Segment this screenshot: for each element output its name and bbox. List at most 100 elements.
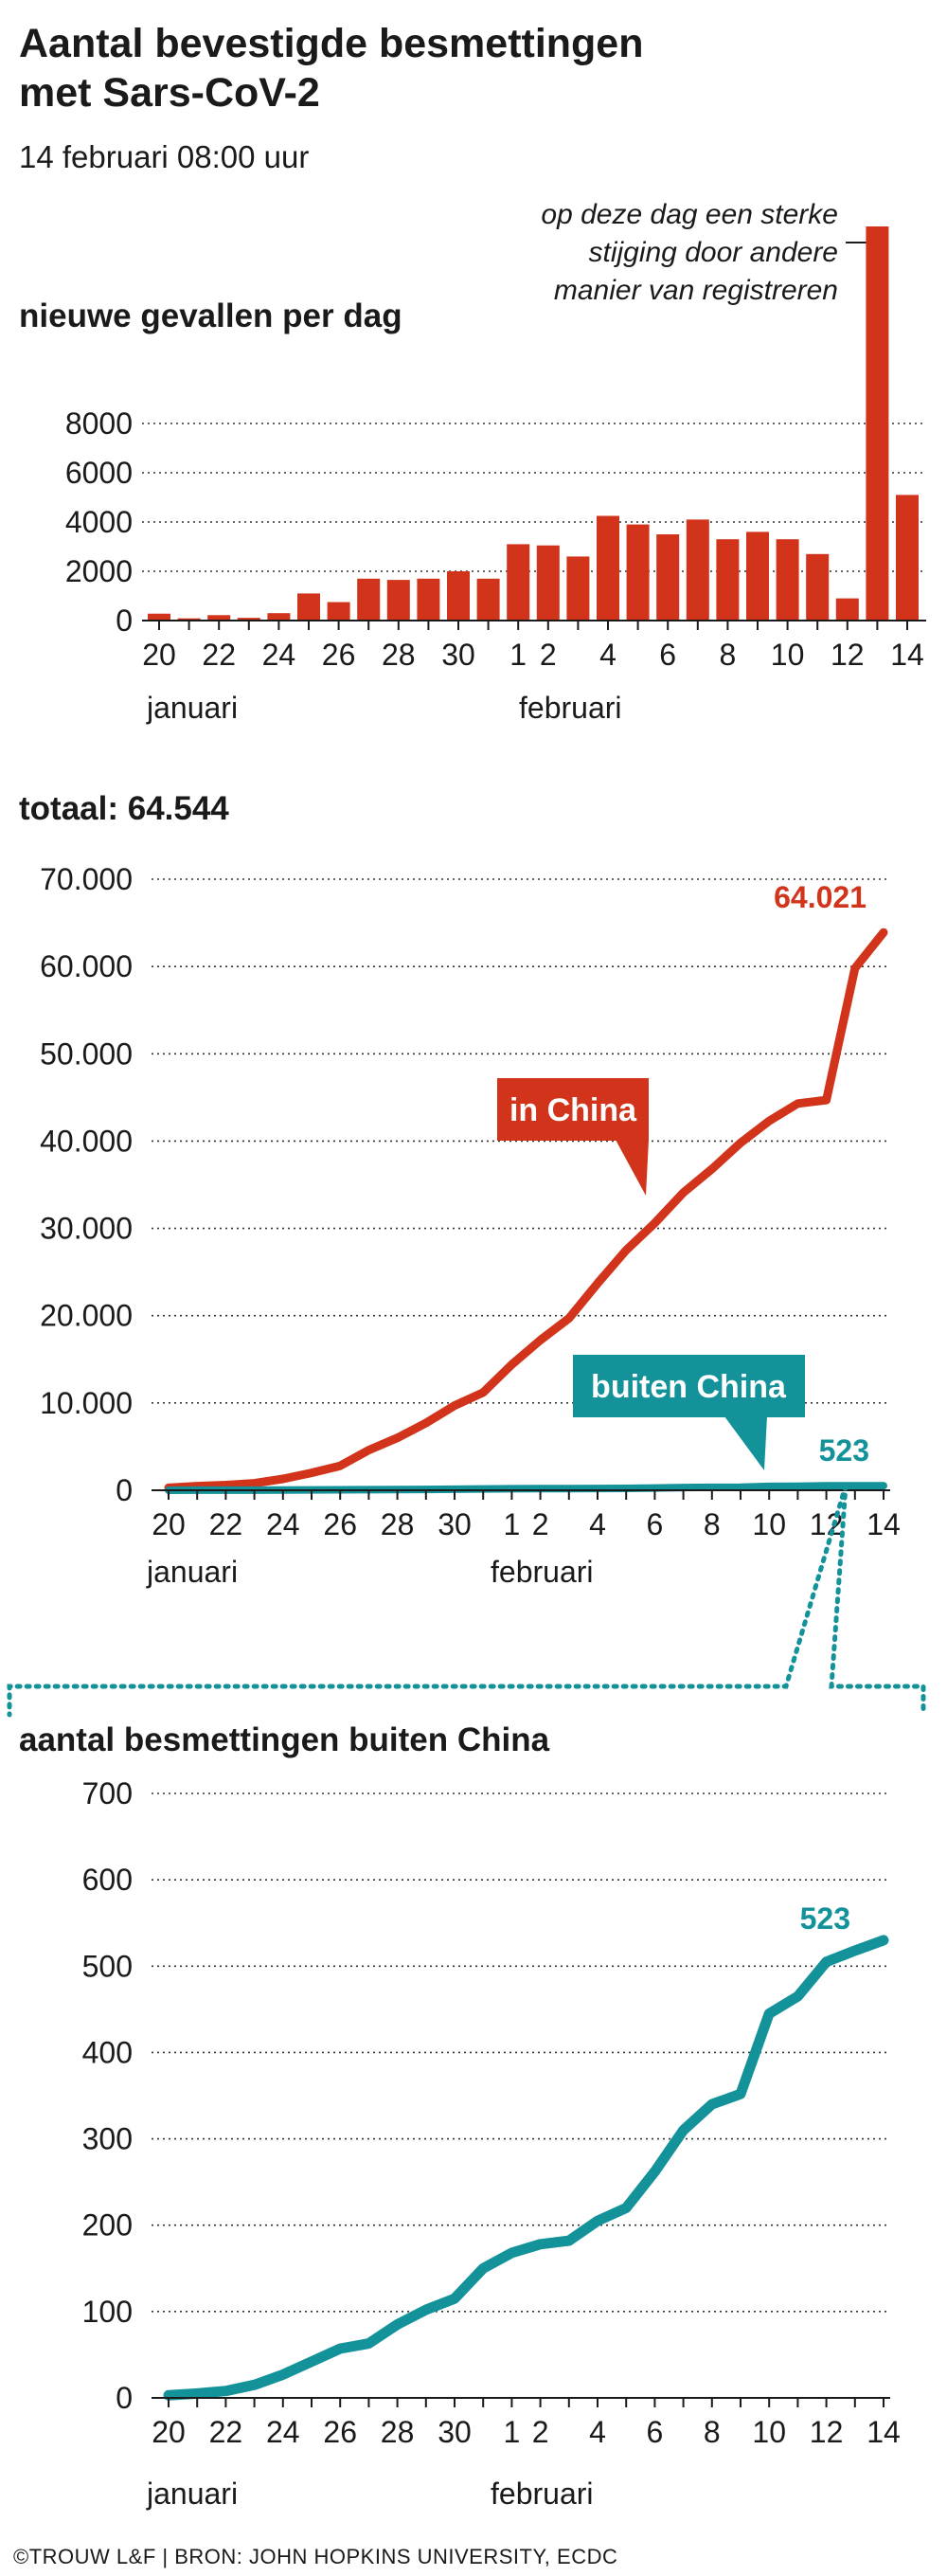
cumulative-y-tick-label: 60.000: [40, 949, 133, 983]
month-label-januari-3: januari: [146, 2477, 238, 2511]
cumulative-x-tick-label: 22: [209, 1507, 243, 1541]
outside-y-tick-label: 200: [82, 2208, 133, 2243]
daily-bar: [626, 524, 650, 621]
daily-bar: [357, 578, 381, 621]
daily-bar: [776, 539, 799, 621]
cumulative-y-tick-label: 40.000: [40, 1124, 133, 1158]
daily-bar: [386, 580, 410, 621]
outside-x-tick-label: 28: [381, 2415, 415, 2449]
outside-x-tick-label: 12: [810, 2415, 844, 2449]
cumulative-x-axis: 20 22 24 26 28 30 1 2 4 6 8 10 12 14: [152, 1507, 901, 1541]
daily-bar: [536, 545, 560, 621]
cumulative-x-tick-label: 4: [589, 1507, 606, 1541]
cumulative-x-tick-label: 8: [704, 1507, 721, 1541]
in-china-callout-box: [497, 1078, 649, 1141]
month-label-januari: januari: [146, 691, 238, 725]
daily-bar: [507, 544, 530, 621]
cumulative-y-tick-label: 70.000: [40, 862, 133, 896]
cumulative-y-tick-label: 50.000: [40, 1036, 133, 1071]
outside-y-tick-label: 500: [82, 1949, 133, 1983]
annotation-line-2: stijging door andere: [588, 237, 838, 268]
daily-bar: [417, 578, 440, 621]
outside-x-tick-label: 8: [704, 2415, 721, 2449]
outside-x-tick-label: 20: [152, 2415, 186, 2449]
cumulative-x-tick-label: 30: [438, 1507, 472, 1541]
daily-x-tick-label: 8: [720, 638, 737, 672]
cumulative-x-tick-label: 14: [867, 1507, 901, 1541]
daily-x-tick-label: 6: [659, 638, 676, 672]
cumulative-x-tick-label: 24: [266, 1507, 300, 1541]
daily-y-tick-label: 0: [116, 603, 133, 638]
daily-cases-y-axis: 0 2000 4000 6000 8000: [65, 406, 133, 638]
daily-bar: [566, 556, 590, 621]
month-label-februari-2: februari: [491, 1555, 594, 1589]
daily-x-tick-label: 20: [142, 638, 176, 672]
daily-cases-x-ticks: [158, 621, 908, 630]
outside-china-callout-pointer: [724, 1416, 767, 1470]
daily-bar: [866, 226, 889, 621]
cumulative-x-tick-label: 26: [323, 1507, 357, 1541]
cumulative-y-tick-label: 0: [116, 1473, 133, 1507]
daily-x-tick-label: 24: [262, 638, 296, 672]
outside-y-tick-label: 700: [82, 1776, 133, 1810]
daily-bar: [896, 495, 919, 621]
daily-bar: [656, 534, 680, 621]
timestamp: 14 februari 08:00 uur: [19, 139, 309, 174]
outside-y-tick-label: 0: [116, 2381, 133, 2415]
outside-china-label: buiten China: [591, 1369, 787, 1405]
cumulative-y-tick-label: 20.000: [40, 1299, 133, 1333]
outside-china-callout: buiten China: [573, 1355, 805, 1470]
daily-x-tick-label: 30: [441, 638, 475, 672]
daily-bar: [447, 571, 470, 621]
outside-china-x-axis: 20 22 24 26 28 30 1 2 4 6 8 10 12 14: [152, 2415, 901, 2449]
daily-bar: [835, 598, 859, 621]
outside-x-tick-label: 14: [867, 2415, 901, 2449]
outside-y-tick-label: 600: [82, 1863, 133, 1897]
outside-china-zoom-line: [163, 1935, 889, 2401]
cumulative-y-axis: 0 10.000 20.000 30.000 40.000 50.000 60.000 70.…: [40, 862, 133, 1507]
daily-bar: [297, 593, 320, 621]
outside-x-tick-label: 10: [752, 2415, 786, 2449]
daily-y-tick-label: 4000: [65, 505, 133, 539]
daily-bar: [267, 613, 291, 621]
daily-x-tick-label: 28: [382, 638, 416, 672]
in-china-label: in China: [509, 1092, 637, 1128]
cumulative-x-tick-label: 20: [152, 1507, 186, 1541]
in-china-end-value: 64.021: [774, 880, 867, 914]
daily-bar: [806, 553, 830, 621]
month-label-februari-3: februari: [491, 2477, 594, 2511]
daily-bar: [148, 613, 170, 621]
daily-y-tick-label: 8000: [65, 406, 133, 441]
in-china-callout: in China: [497, 1078, 649, 1196]
outside-x-tick-label: 6: [647, 2415, 664, 2449]
daily-x-tick-label: 2: [540, 638, 557, 672]
daily-x-tick-label: 22: [202, 638, 236, 672]
cumulative-x-tick-label: 28: [381, 1507, 415, 1541]
cumulative-title: totaal: 64.544: [19, 790, 229, 827]
daily-cases-title: nieuwe gevallen per dag: [19, 297, 402, 334]
outside-y-tick-label: 100: [82, 2295, 133, 2329]
zoom-connector-left: [7, 1483, 849, 1718]
cumulative-x-tick-label: 1: [504, 1507, 521, 1541]
daily-cases-gridlines: [142, 423, 923, 572]
outside-x-tick-label: 2: [532, 2415, 549, 2449]
title-line-1: Aantal bevestigde besmettingen: [19, 21, 644, 66]
outside-x-tick-label: 4: [589, 2415, 606, 2449]
cumulative-gridlines: [152, 878, 886, 1404]
daily-bar: [327, 602, 350, 621]
daily-x-tick-label: 12: [831, 638, 865, 672]
in-china-callout-pointer: [616, 1140, 649, 1196]
cumulative-y-tick-label: 10.000: [40, 1386, 133, 1420]
outside-y-tick-label: 400: [82, 2035, 133, 2069]
cumulative-x-tick-label: 10: [752, 1507, 786, 1541]
daily-bar: [237, 618, 260, 621]
cumulative-x-ticks: [168, 1490, 884, 1500]
cumulative-x-tick-label: 6: [647, 1507, 664, 1541]
daily-bar: [716, 539, 740, 621]
outside-china-callout-box: [573, 1355, 805, 1417]
outside-china-chart-title: aantal besmettingen buiten China: [19, 1721, 550, 1758]
outside-x-tick-label: 26: [323, 2415, 357, 2449]
month-label-januari-2: januari: [146, 1555, 238, 1589]
annotation-line-1: op deze dag een sterke: [541, 199, 838, 230]
